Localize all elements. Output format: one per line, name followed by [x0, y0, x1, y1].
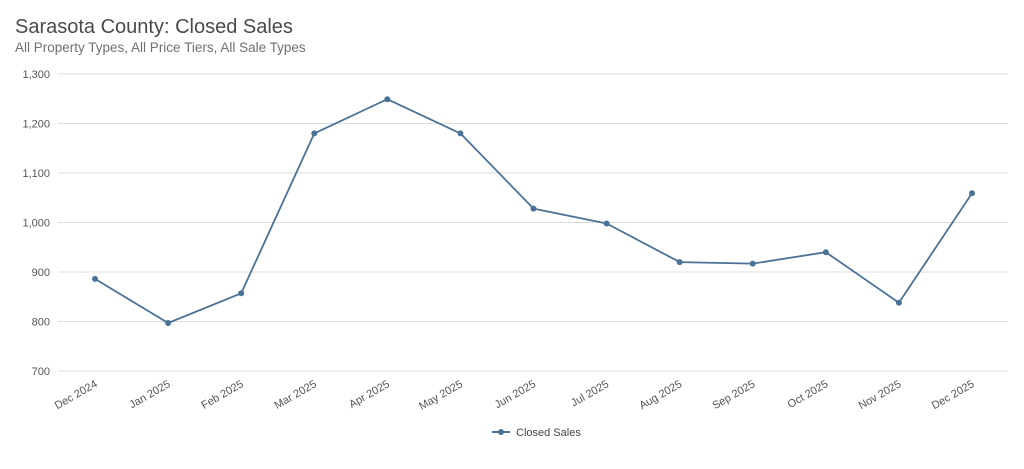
chart-subtitle: All Property Types, All Price Tiers, All… [15, 40, 306, 55]
x-tick-label: May 2025 [417, 378, 465, 413]
y-tick-label: 800 [32, 317, 50, 329]
x-tick-label: Apr 2025 [347, 378, 392, 411]
series-closed-sales [92, 96, 975, 326]
data-point[interactable] [457, 130, 464, 137]
y-tick-label: 700 [32, 366, 50, 378]
legend[interactable]: Closed Sales [492, 427, 581, 439]
x-axis-ticks: Dec 2024 Jan 2025 Feb 2025 Mar 2025 Apr 2025… [53, 378, 977, 413]
x-tick-label: Sep 2025 [710, 378, 757, 412]
data-point[interactable] [676, 259, 683, 266]
data-point[interactable] [749, 260, 756, 267]
x-tick-label: Oct 2025 [786, 378, 831, 411]
data-point[interactable] [530, 205, 537, 212]
chart-title: Sarasota County: Closed Sales [15, 16, 293, 38]
x-tick-label: Jan 2025 [127, 378, 172, 411]
y-tick-label: 1,000 [22, 218, 50, 230]
data-point[interactable] [603, 220, 610, 227]
data-point[interactable] [822, 249, 829, 256]
data-point[interactable] [384, 96, 391, 103]
x-tick-label: Dec 2024 [53, 378, 100, 412]
y-axis-ticks: 700 800 900 1,000 1,100 1,200 1,300 [22, 69, 50, 378]
data-point[interactable] [92, 275, 98, 282]
x-tick-label: Nov 2025 [857, 378, 904, 412]
y-tick-label: 900 [32, 267, 50, 279]
x-tick-label: Feb 2025 [199, 378, 245, 412]
data-point[interactable] [895, 299, 902, 306]
x-tick-label: Jul 2025 [569, 378, 611, 409]
y-tick-label: 1,100 [22, 168, 50, 180]
data-point[interactable] [311, 130, 318, 137]
data-point[interactable] [165, 319, 172, 326]
grid-lines [58, 73, 1008, 372]
data-point[interactable] [969, 190, 975, 197]
legend-item-label[interactable]: Closed Sales [516, 427, 581, 439]
y-tick-label: 1,200 [22, 119, 50, 131]
x-tick-label: Dec 2025 [930, 378, 977, 412]
y-tick-label: 1,300 [22, 69, 50, 81]
x-tick-label: Aug 2025 [637, 378, 684, 412]
data-point[interactable] [238, 290, 245, 297]
legend-dot-marker [498, 429, 504, 435]
x-tick-label: Jun 2025 [493, 378, 538, 411]
x-tick-label: Mar 2025 [272, 378, 318, 412]
